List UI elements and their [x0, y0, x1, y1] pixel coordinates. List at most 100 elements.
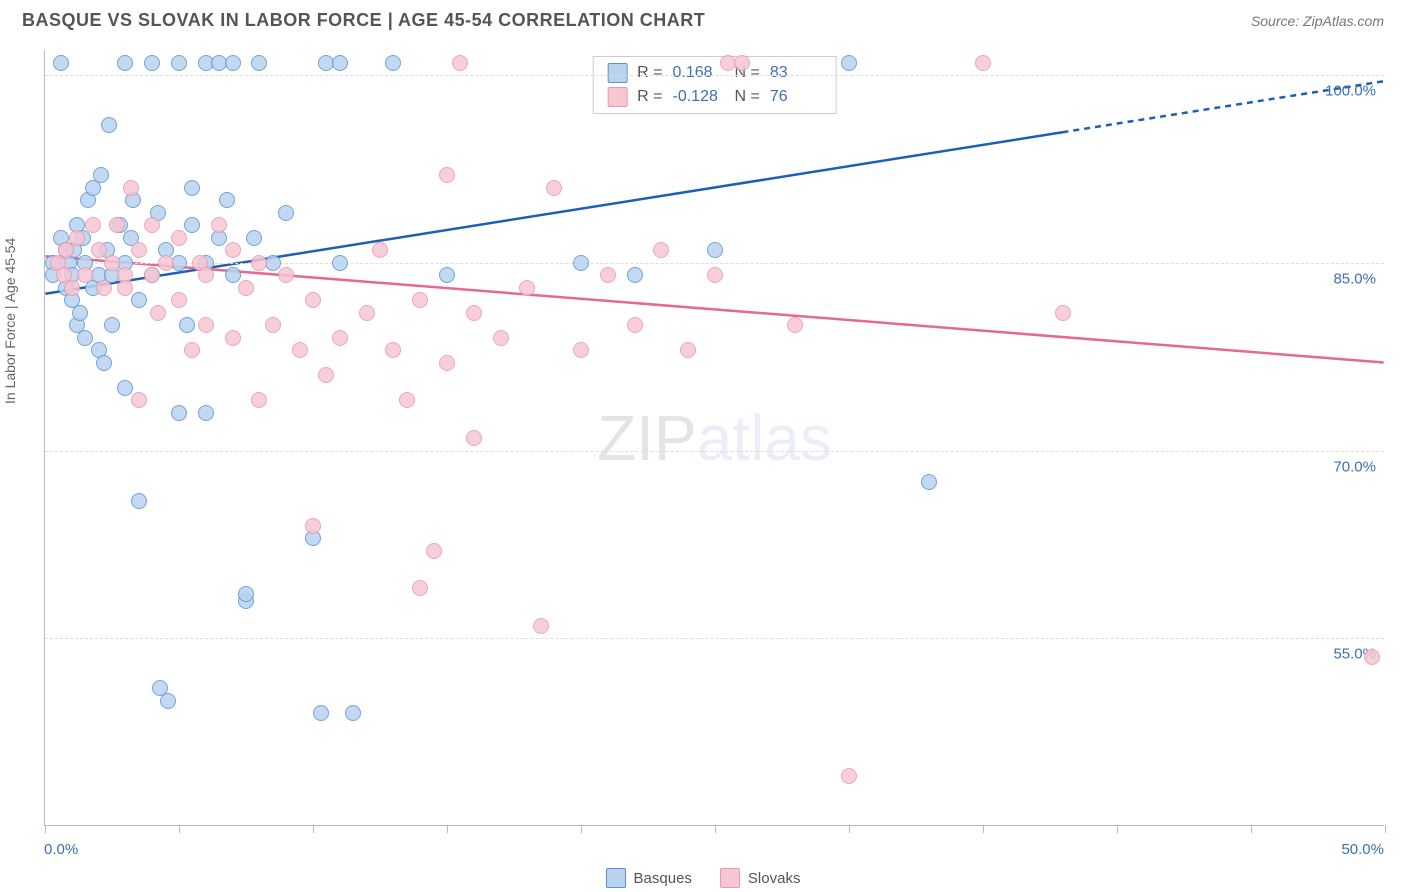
scatter-point — [117, 280, 133, 296]
stat-label: R = — [637, 64, 662, 82]
gridline — [45, 638, 1384, 639]
scatter-point — [69, 230, 85, 246]
chart-plot-area: ZIPatlas R = 0.168 N = 83 R = -0.128 N =… — [44, 50, 1384, 826]
gridline — [45, 263, 1384, 264]
scatter-point — [680, 342, 696, 358]
scatter-point — [109, 217, 125, 233]
scatter-point — [439, 267, 455, 283]
scatter-point — [332, 55, 348, 71]
x-tick — [715, 825, 716, 833]
scatter-point — [72, 305, 88, 321]
scatter-point — [158, 255, 174, 271]
y-tick-label: 85.0% — [1333, 270, 1376, 287]
scatter-point — [131, 392, 147, 408]
scatter-point — [345, 705, 361, 721]
scatter-point — [184, 342, 200, 358]
scatter-point — [160, 693, 176, 709]
scatter-point — [225, 55, 241, 71]
scatter-point — [734, 55, 750, 71]
scatter-point — [841, 768, 857, 784]
scatter-point — [131, 292, 147, 308]
scatter-point — [385, 55, 401, 71]
legend-label: Slovaks — [748, 870, 801, 887]
scatter-point — [412, 292, 428, 308]
scatter-point — [466, 305, 482, 321]
legend-item-slovaks: Slovaks — [720, 868, 801, 888]
x-tick — [1251, 825, 1252, 833]
scatter-point — [653, 242, 669, 258]
scatter-point — [707, 242, 723, 258]
x-tick — [45, 825, 46, 833]
scatter-point — [313, 705, 329, 721]
scatter-point — [77, 330, 93, 346]
scatter-point — [64, 280, 80, 296]
scatter-point — [144, 217, 160, 233]
stat-label: N = — [735, 88, 760, 106]
legend-item-basques: Basques — [606, 868, 692, 888]
scatter-point — [171, 55, 187, 71]
scatter-point — [219, 192, 235, 208]
scatter-point — [493, 330, 509, 346]
square-icon — [607, 63, 627, 83]
scatter-point — [85, 217, 101, 233]
x-axis-max-label: 50.0% — [1341, 841, 1384, 858]
x-tick — [849, 825, 850, 833]
scatter-point — [58, 242, 74, 258]
scatter-point — [452, 55, 468, 71]
y-axis-label: In Labor Force | Age 45-54 — [2, 238, 18, 404]
scatter-point — [246, 230, 262, 246]
scatter-point — [412, 580, 428, 596]
scatter-point — [123, 180, 139, 196]
scatter-point — [305, 518, 321, 534]
scatter-point — [439, 355, 455, 371]
scatter-point — [150, 305, 166, 321]
scatter-point — [198, 405, 214, 421]
scatter-point — [171, 405, 187, 421]
y-tick-label: 70.0% — [1333, 458, 1376, 475]
square-icon — [720, 868, 740, 888]
scatter-point — [278, 267, 294, 283]
scatter-point — [251, 55, 267, 71]
stats-row-slovaks: R = -0.128 N = 76 — [607, 87, 822, 107]
y-tick-label: 100.0% — [1325, 83, 1376, 100]
stat-label: R = — [637, 88, 662, 106]
scatter-point — [198, 267, 214, 283]
scatter-point — [96, 280, 112, 296]
scatter-point — [707, 267, 723, 283]
scatter-point — [225, 267, 241, 283]
scatter-point — [332, 255, 348, 271]
scatter-point — [466, 430, 482, 446]
scatter-point — [251, 392, 267, 408]
scatter-point — [921, 474, 937, 490]
r-value-basques: 0.168 — [673, 64, 725, 82]
scatter-point — [385, 342, 401, 358]
x-tick — [1385, 825, 1386, 833]
n-value-basques: 83 — [770, 64, 822, 82]
square-icon — [606, 868, 626, 888]
scatter-point — [225, 242, 241, 258]
x-tick — [447, 825, 448, 833]
scatter-point — [184, 180, 200, 196]
bottom-legend: Basques Slovaks — [0, 868, 1406, 888]
x-tick — [179, 825, 180, 833]
scatter-point — [225, 330, 241, 346]
scatter-point — [372, 242, 388, 258]
scatter-point — [787, 317, 803, 333]
scatter-point — [305, 292, 321, 308]
x-tick — [581, 825, 582, 833]
scatter-point — [131, 493, 147, 509]
scatter-point — [399, 392, 415, 408]
scatter-point — [238, 586, 254, 602]
scatter-point — [171, 292, 187, 308]
scatter-point — [841, 55, 857, 71]
square-icon — [607, 87, 627, 107]
scatter-point — [975, 55, 991, 71]
x-tick — [983, 825, 984, 833]
scatter-point — [117, 380, 133, 396]
legend-label: Basques — [634, 870, 692, 887]
n-value-slovaks: 76 — [770, 88, 822, 106]
scatter-point — [573, 342, 589, 358]
scatter-point — [91, 242, 107, 258]
scatter-point — [101, 117, 117, 133]
stats-row-basques: R = 0.168 N = 83 — [607, 63, 822, 83]
